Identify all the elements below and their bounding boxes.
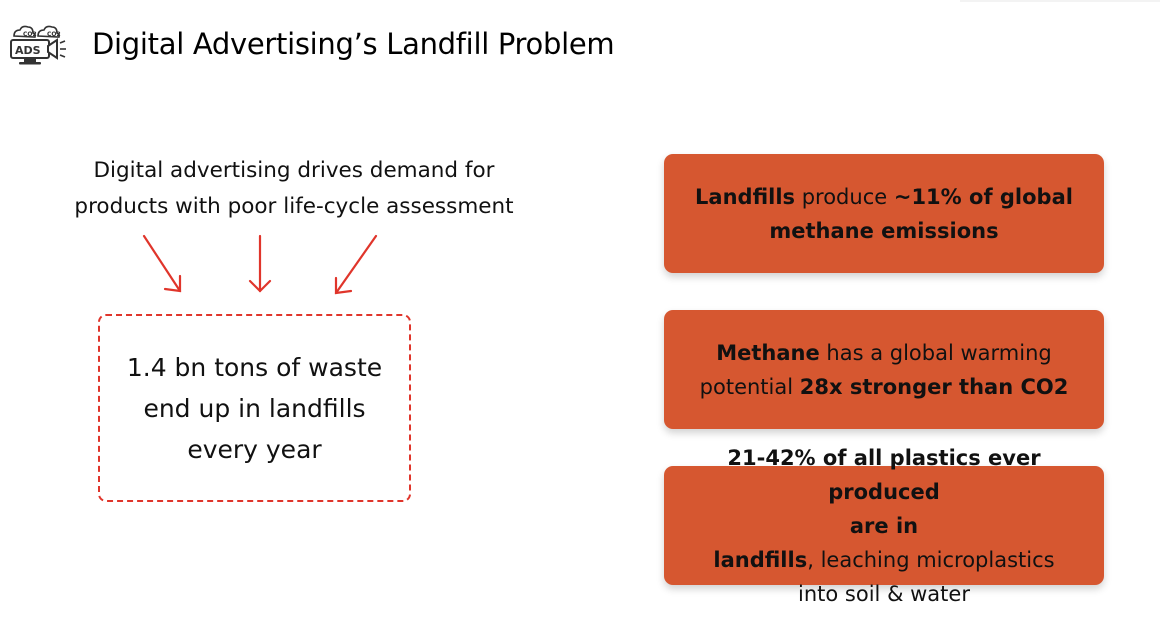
card1-bold-1: Landfills [695, 184, 796, 209]
card3-line3: into soil & water [798, 581, 970, 606]
waste-stat-text: 1.4 bn tons of waste end up in landfills… [117, 347, 392, 470]
arrow-right-head [334, 276, 353, 295]
card2-bold-1: Methane [716, 340, 820, 365]
card1-bold-2: ~11% of global [893, 184, 1073, 209]
card2-normal-1: has a global warming [819, 340, 1052, 365]
card2-line2-normal: potential [699, 374, 800, 399]
ads-logo-text: ADS [15, 44, 41, 57]
ads-monitor-co2-icon: CO2 CO2 ADS [8, 22, 70, 68]
fact-card-plastics: 21-42% of all plastics ever produced are… [664, 446, 1104, 606]
page-title: Digital Advertising’s Landfill Problem [92, 27, 615, 61]
fact-card-methane-share: Landfills produce ~11% of global methane… [664, 154, 1104, 273]
card2-line2-bold: 28x stronger than CO2 [799, 374, 1069, 399]
fact-card-warming-potential: Methane has a global warming potential 2… [664, 310, 1104, 429]
top-edge-line [960, 0, 1160, 2]
arrow-right [334, 234, 378, 295]
co2-badge-right: CO2 [47, 31, 61, 38]
card3-line2-bold: are in landfills [713, 513, 919, 572]
arrow-center-head [248, 279, 272, 293]
lead-line-1: Digital advertising drives demand for [93, 158, 495, 183]
waste-line-1: 1.4 bn tons of waste [126, 352, 383, 382]
header: CO2 CO2 ADS [8, 22, 70, 68]
arrow-left [142, 234, 182, 293]
lead-text: Digital advertising drives demand for pr… [44, 153, 544, 225]
waste-line-3: every year [187, 434, 322, 464]
arrow-left-head [163, 274, 182, 293]
waste-stat-box: 1.4 bn tons of waste end up in landfills… [98, 314, 411, 502]
down-arrows [142, 234, 378, 295]
card1-normal-1: produce [795, 184, 894, 209]
co2-badge-left: CO2 [23, 31, 37, 38]
card1-line2: methane emissions [769, 218, 999, 243]
waste-line-2: end up in landfills [143, 393, 366, 423]
card3-line2-normal: , leaching microplastics [807, 547, 1055, 572]
lead-line-2: products with poor life-cycle assessment [74, 194, 514, 219]
card3-bold-1: 21-42% of all plastics ever produced [727, 445, 1041, 504]
